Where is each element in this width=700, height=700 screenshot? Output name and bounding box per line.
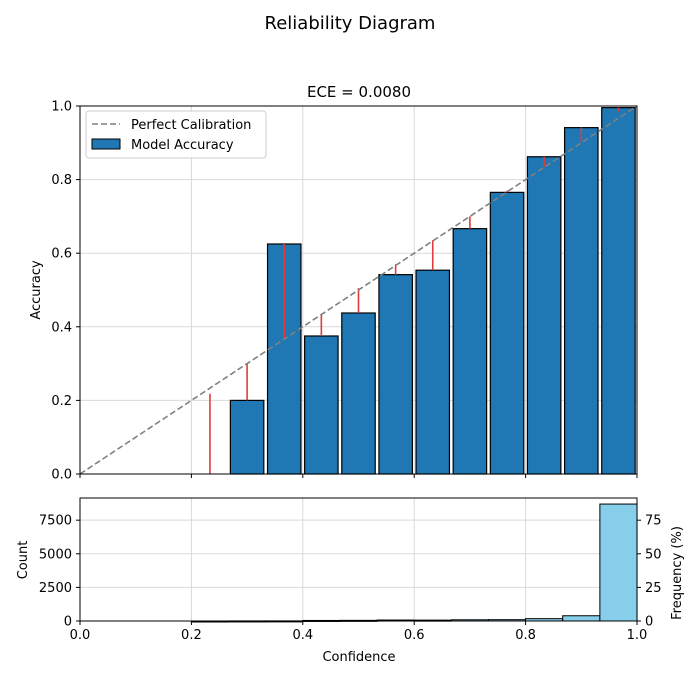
perfect-calibration-line — [79, 105, 638, 475]
accuracy-bars — [229, 107, 636, 475]
bottom-x-tick-label: 0.4 — [292, 628, 313, 643]
accuracy-bar — [229, 399, 265, 475]
bottom-right-y-tick-label: 25 — [645, 581, 662, 596]
bottom-right-y-tick-label: 0 — [645, 615, 653, 630]
accuracy-bar — [563, 127, 599, 475]
top-y-tick-label: 0.8 — [51, 173, 72, 188]
bottom-x-tick-label: 0.8 — [515, 628, 536, 643]
accuracy-bar — [415, 269, 451, 475]
count-bar — [599, 503, 638, 622]
bottom-x-tick-label: 1.0 — [627, 628, 648, 643]
top-axes-frame — [79, 105, 638, 475]
top-y-tick-label: 1.0 — [51, 100, 72, 115]
bottom-ylabel: Count — [16, 541, 31, 580]
bottom-x-tick-label: 0.6 — [404, 628, 425, 643]
legend-model-accuracy-swatch — [91, 138, 121, 150]
accuracy-bar — [341, 312, 376, 475]
top-ylabel: Accuracy — [29, 260, 44, 320]
accuracy-bar — [601, 107, 636, 475]
top-y-tick-label: 0.4 — [51, 320, 72, 335]
bottom-x-ticks: 0.0 0.2 0.4 0.6 0.8 1.0 — [70, 621, 648, 643]
legend-perfect-calibration-label: Perfect Calibration — [131, 118, 251, 133]
accuracy-bar — [452, 228, 488, 475]
legend: Perfect Calibration Model Accuracy — [85, 110, 267, 159]
accuracy-bar — [526, 156, 562, 475]
accuracy-bar — [304, 335, 339, 475]
bottom-y-tick-label: 0 — [64, 615, 72, 630]
bottom-x-tick-label: 0.0 — [70, 628, 91, 643]
top-y-ticks: 0.0 0.2 0.4 0.6 0.8 1.0 — [51, 100, 80, 483]
bottom-right-y-tick-label: 50 — [645, 547, 662, 562]
bottom-y-ticks: 0 2500 5000 7500 — [39, 514, 80, 630]
bottom-y-tick-label: 2500 — [39, 581, 72, 596]
bottom-right-y-ticks: 0 25 50 75 — [637, 514, 662, 630]
bottom-y-tick-label: 5000 — [39, 547, 72, 562]
count-bar — [562, 615, 601, 622]
bottom-right-y-tick-label: 75 — [645, 514, 662, 529]
histogram-panel: 0.0 0.2 0.4 0.6 0.8 1.0 0 2500 5000 7500 0 25 50 75… — [16, 497, 685, 665]
accuracy-bar — [378, 274, 413, 475]
legend-model-accuracy-label: Model Accuracy — [131, 138, 234, 153]
top-y-tick-label: 0.6 — [51, 247, 72, 262]
top-y-tick-label: 0.2 — [51, 394, 72, 409]
top-y-tick-label: 0.0 — [51, 468, 72, 483]
bottom-axes-frame — [79, 497, 638, 622]
bottom-y-tick-label: 7500 — [39, 514, 72, 529]
bottom-ylabel-right: Frequency (%) — [670, 526, 685, 620]
bottom-x-tick-label: 0.2 — [181, 628, 202, 643]
reliability-panel: 0.0 0.2 0.4 0.6 0.8 1.0 ECE = 0.0080 Accuracy… — [29, 83, 638, 483]
top-title: ECE = 0.0080 — [307, 83, 411, 101]
figure-title: Reliability Diagram — [265, 13, 436, 34]
bottom-grid — [79, 498, 638, 622]
bottom-xlabel: Confidence — [322, 650, 395, 665]
accuracy-bar — [489, 191, 525, 475]
top-x-ticks — [79, 474, 638, 478]
legend-box — [85, 110, 267, 159]
calibration-gap-lines — [209, 107, 620, 474]
